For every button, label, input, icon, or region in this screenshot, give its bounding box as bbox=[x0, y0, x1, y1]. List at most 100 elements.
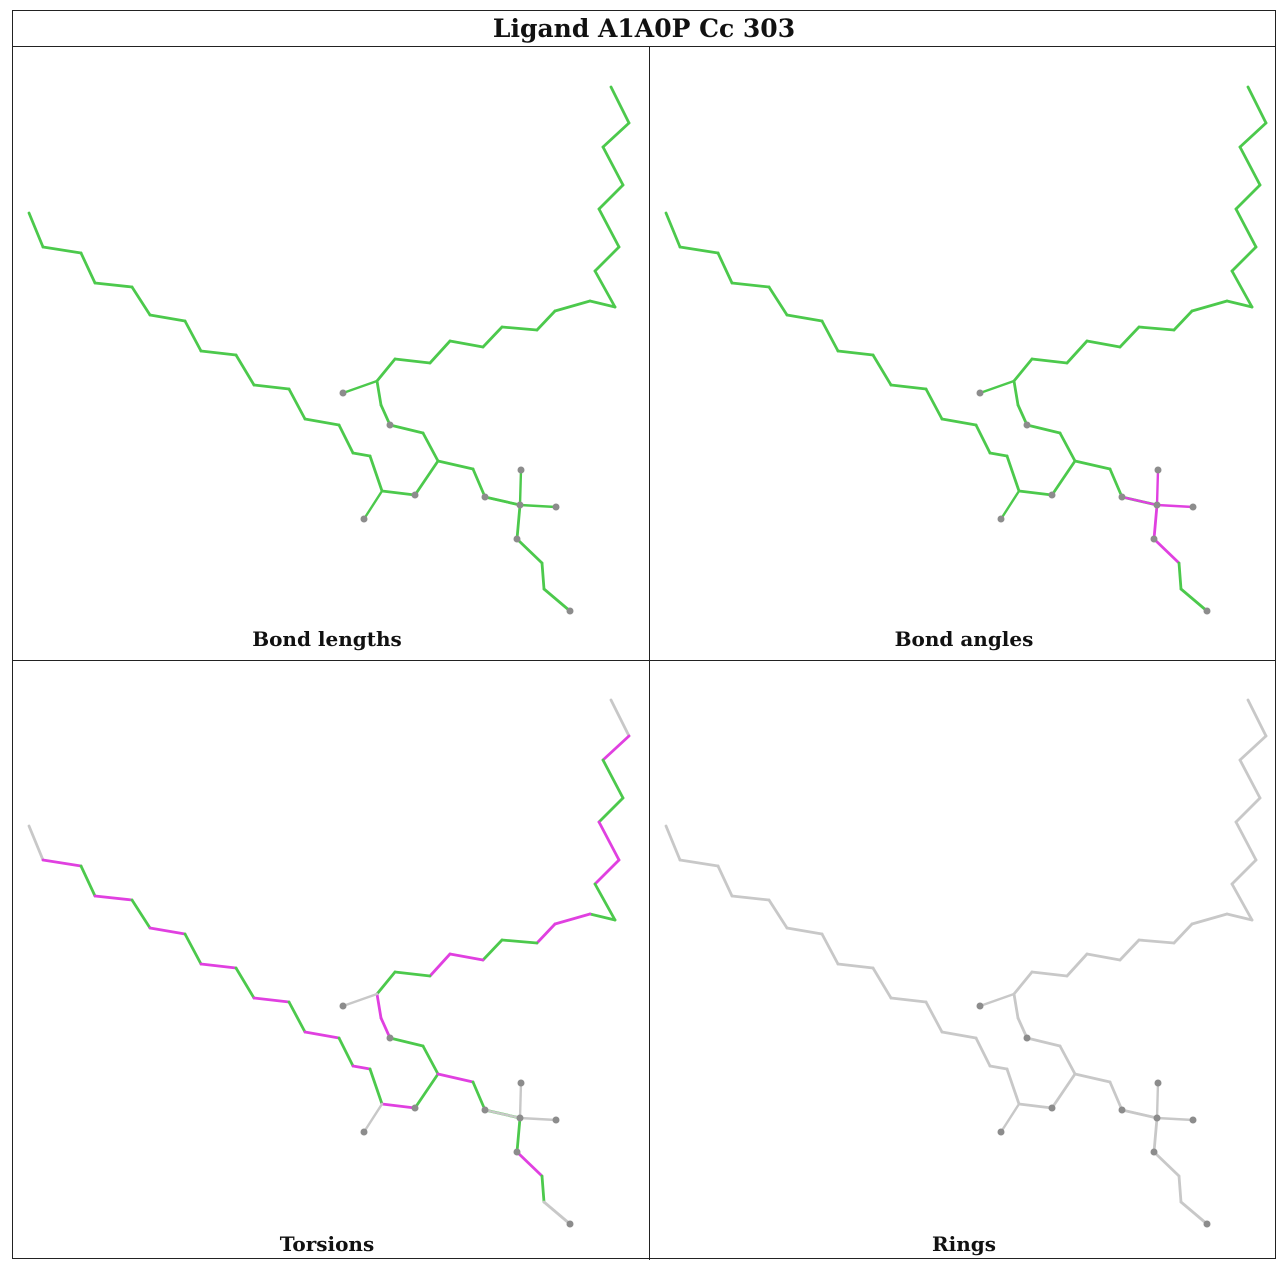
bond bbox=[421, 1044, 440, 1076]
bond bbox=[767, 898, 789, 930]
atom bbox=[1153, 501, 1161, 509]
bond bbox=[1030, 970, 1069, 978]
bond-stub bbox=[518, 1081, 523, 1120]
atom bbox=[339, 389, 347, 397]
bond bbox=[500, 938, 539, 945]
bond bbox=[130, 285, 152, 317]
bond bbox=[1030, 357, 1069, 365]
bond bbox=[601, 145, 625, 187]
bond-stub bbox=[483, 495, 522, 507]
bond bbox=[924, 387, 944, 421]
bond bbox=[924, 1000, 944, 1034]
atom bbox=[513, 1148, 521, 1156]
bond bbox=[540, 561, 546, 591]
bond bbox=[1085, 339, 1122, 349]
atom bbox=[517, 1079, 525, 1087]
atom bbox=[1023, 421, 1031, 429]
atom bbox=[517, 466, 525, 474]
bond bbox=[593, 858, 621, 886]
bond bbox=[1152, 1150, 1181, 1178]
bond bbox=[1238, 145, 1262, 187]
bond bbox=[515, 537, 544, 565]
bond bbox=[79, 251, 97, 285]
bond bbox=[1025, 423, 1062, 435]
bond bbox=[1190, 912, 1229, 926]
ligand-validation-figure: Ligand A1A0P Cc 303 Bond lengths Bond an… bbox=[12, 10, 1276, 1260]
bond bbox=[540, 1174, 546, 1204]
bond bbox=[481, 325, 504, 349]
bond bbox=[1152, 1116, 1159, 1154]
bond bbox=[1246, 85, 1268, 125]
bond bbox=[609, 698, 631, 738]
bond bbox=[593, 882, 617, 922]
horizontal-divider bbox=[13, 660, 1275, 661]
bond bbox=[1234, 820, 1258, 862]
bond bbox=[1073, 459, 1112, 471]
bond bbox=[1234, 207, 1258, 249]
atom bbox=[1154, 466, 1162, 474]
bond bbox=[1025, 1036, 1062, 1048]
bond bbox=[379, 1016, 392, 1040]
bond bbox=[413, 1072, 440, 1110]
bond bbox=[716, 864, 734, 898]
molecule-torsions bbox=[27, 698, 631, 1228]
bond bbox=[664, 824, 682, 862]
bond bbox=[836, 349, 875, 357]
molecule-bond-angles bbox=[664, 85, 1268, 615]
panel-bond-lengths: Bond lengths bbox=[15, 49, 639, 661]
bond bbox=[515, 1150, 544, 1178]
atom bbox=[386, 1034, 394, 1042]
bond-stub bbox=[518, 468, 523, 507]
bond bbox=[535, 922, 557, 945]
bond bbox=[1179, 587, 1209, 613]
bond bbox=[234, 353, 256, 387]
bond bbox=[436, 1072, 475, 1084]
bond bbox=[1058, 1044, 1077, 1076]
bond bbox=[1238, 758, 1262, 800]
atom bbox=[1203, 607, 1211, 615]
bond-stub bbox=[483, 1108, 522, 1120]
bond bbox=[428, 339, 452, 365]
bond bbox=[597, 796, 625, 824]
bond bbox=[1012, 357, 1034, 383]
bond bbox=[535, 309, 557, 332]
bond bbox=[1190, 299, 1229, 313]
bond bbox=[1152, 503, 1159, 541]
bond bbox=[767, 285, 789, 317]
bond bbox=[974, 423, 992, 455]
bond bbox=[597, 207, 621, 249]
bond bbox=[1012, 379, 1020, 407]
bond bbox=[471, 467, 487, 499]
bond-stub bbox=[341, 379, 379, 395]
bond bbox=[287, 387, 307, 421]
bond bbox=[1225, 299, 1254, 309]
bond bbox=[337, 423, 355, 455]
bond bbox=[1230, 858, 1258, 886]
bond-stub bbox=[341, 992, 379, 1008]
bond bbox=[785, 313, 824, 323]
bond bbox=[148, 926, 187, 936]
atom bbox=[360, 1128, 368, 1136]
bond bbox=[1108, 1080, 1124, 1112]
bond bbox=[1137, 325, 1176, 332]
bond bbox=[678, 858, 720, 868]
atom bbox=[481, 1106, 489, 1114]
atom bbox=[1118, 1106, 1126, 1114]
bond bbox=[609, 85, 631, 125]
bond bbox=[601, 121, 631, 149]
bond bbox=[252, 383, 291, 391]
bond bbox=[1118, 325, 1141, 349]
bond bbox=[1234, 796, 1262, 824]
bond bbox=[375, 970, 397, 996]
bond-stub bbox=[978, 379, 1016, 395]
bond bbox=[183, 319, 203, 353]
atom bbox=[411, 491, 419, 499]
bond bbox=[368, 1067, 384, 1106]
bond bbox=[1016, 403, 1029, 427]
bond bbox=[1012, 970, 1034, 996]
atom bbox=[339, 1002, 347, 1010]
bond bbox=[588, 912, 617, 922]
bond bbox=[588, 299, 617, 309]
bond bbox=[1005, 454, 1021, 493]
bond bbox=[303, 417, 341, 427]
